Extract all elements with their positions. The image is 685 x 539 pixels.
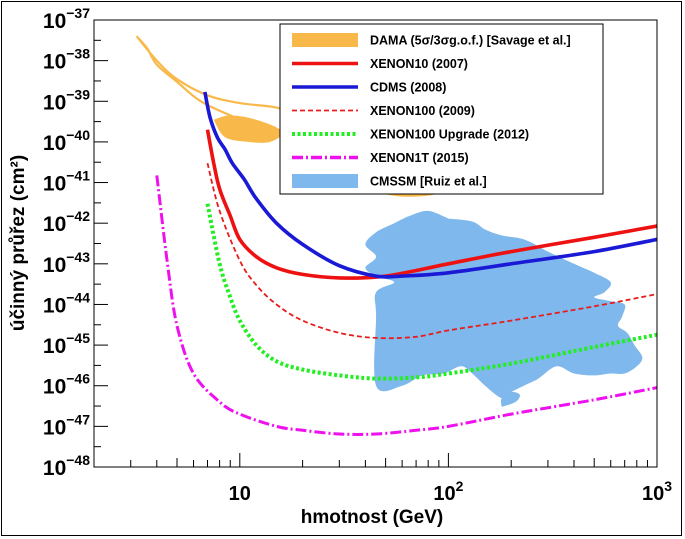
series-line-xenon1t [155, 175, 657, 436]
legend-item: XENON100 (2009) [292, 104, 475, 118]
legend-label: DAMA (5σ/3σg.o.f.) [Savage et al.] [370, 34, 571, 48]
y-tick-label: 10−44 [43, 289, 90, 317]
series-line-cdms [203, 91, 657, 279]
legend-swatch [292, 174, 358, 188]
legend-label: CDMS (2008) [370, 81, 446, 95]
legend-item: XENON100 Upgrade (2012) [292, 128, 529, 142]
curves [155, 91, 657, 436]
axis-tick-labels: 10−37 10−38 10−39 10−40 10−41 10−42 10−43 10−44… [43, 5, 672, 505]
x-tick-label: 102 [433, 478, 463, 505]
legend-item: DAMA (5σ/3σg.o.f.) [Savage et al.] [292, 33, 571, 48]
legend-item: CDMS (2008) [292, 81, 446, 95]
y-tick-label: 10−45 [43, 330, 90, 358]
series-line-xenon100_2009 [206, 162, 657, 340]
axis-ticks [93, 19, 658, 468]
y-tick-label: 10−47 [43, 411, 90, 439]
legend-label: XENON100 (2009) [370, 104, 475, 118]
region-cmssm_main [365, 210, 643, 399]
y-tick-label: 10−41 [43, 168, 90, 196]
legend-label: CMSSM [Ruiz et al.] [370, 175, 487, 189]
legend-label: XENON1T (2015) [370, 151, 469, 165]
legend-label: XENON100 Upgrade (2012) [370, 128, 529, 142]
legend-item: XENON1T (2015) [292, 151, 469, 165]
y-axis-title: účinný průřez (cm²) [8, 155, 29, 331]
x-tick-label: 10 [229, 483, 251, 505]
legend-label: XENON10 (2007) [370, 57, 468, 71]
legend-swatch [292, 33, 358, 47]
y-tick-label: 10−38 [43, 46, 90, 74]
y-tick-label: 10−46 [43, 371, 90, 399]
x-axis-title: hmotnost (GeV) [301, 507, 444, 528]
y-tick-label: 10−43 [43, 249, 90, 277]
y-tick-label: 10−39 [43, 86, 90, 114]
series-line-xenon100_upgrade [205, 203, 657, 381]
x-tick-label: 103 [642, 478, 672, 505]
series-line-xenon10 [205, 129, 657, 280]
y-tick-label: 10−48 [43, 452, 90, 480]
legend: DAMA (5σ/3σg.o.f.) [Savage et al.] XENON1… [279, 23, 604, 195]
legend-item: CMSSM [Ruiz et al.] [292, 174, 487, 189]
region-cmssm_blob [500, 391, 520, 407]
y-tick-label: 10−42 [43, 208, 90, 236]
y-tick-label: 10−40 [43, 127, 90, 155]
region-dama_5sigma_a [213, 115, 283, 143]
y-tick-label: 10−37 [43, 5, 90, 33]
legend-item: XENON10 (2007) [292, 57, 468, 71]
legend-box [279, 23, 604, 195]
